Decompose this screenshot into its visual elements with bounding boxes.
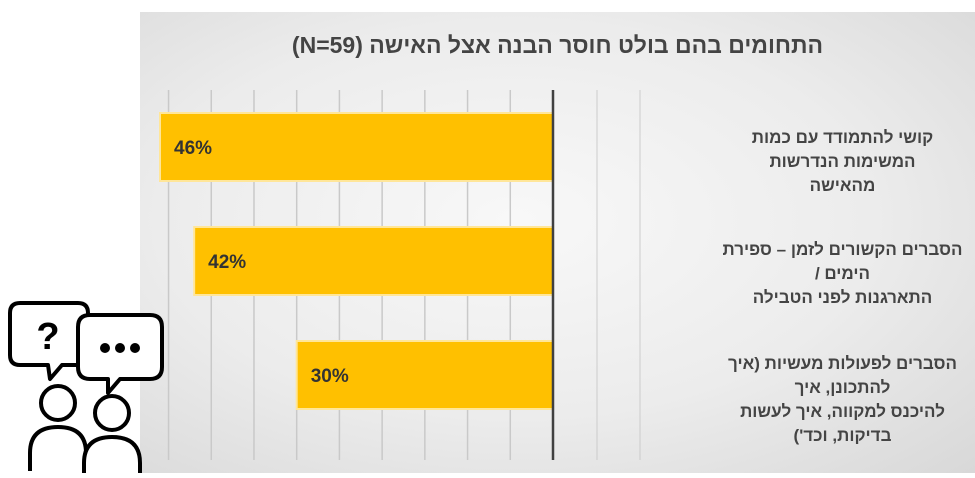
category-label-0: קושי להתמודד עם כמות המשימות הנדרשות מהא… <box>720 126 965 198</box>
data-label-0: 46% <box>174 138 212 159</box>
category-label-0-line-2: מהאישה <box>809 176 876 195</box>
category-label-1: הסברים הקשורים לזמן – ספירת הימים / התאר… <box>720 238 965 310</box>
category-label-1-line-1: הסברים הקשורים לזמן – ספירת הימים / <box>722 240 963 283</box>
two-people-speech-bubbles-icon: ? <box>0 293 175 478</box>
svg-text:?: ? <box>36 316 59 358</box>
category-label-1-line-2: התארגנות לפני הטבילה <box>752 288 933 307</box>
data-label-1: 42% <box>208 252 246 273</box>
category-label-0-line-1: קושי להתמודד עם כמות המשימות הנדרשות <box>751 128 934 171</box>
data-label-2: 30% <box>311 366 349 387</box>
category-label-2: הסברים לפעולות מעשיות (איך להתכונן, איך … <box>720 352 965 448</box>
chart-title: התחומים בהם בולט חוסר הבנה אצל האישה (N=… <box>291 32 824 58</box>
category-label-2-line-2: להיכנס למקווה, איך לעשות בדיקות, וכד') <box>740 402 945 445</box>
bar-1 <box>193 226 554 296</box>
category-label-2-line-1: הסברים לפעולות מעשיות (איך להתכונן, איך <box>728 354 957 397</box>
bar-0 <box>159 112 554 182</box>
